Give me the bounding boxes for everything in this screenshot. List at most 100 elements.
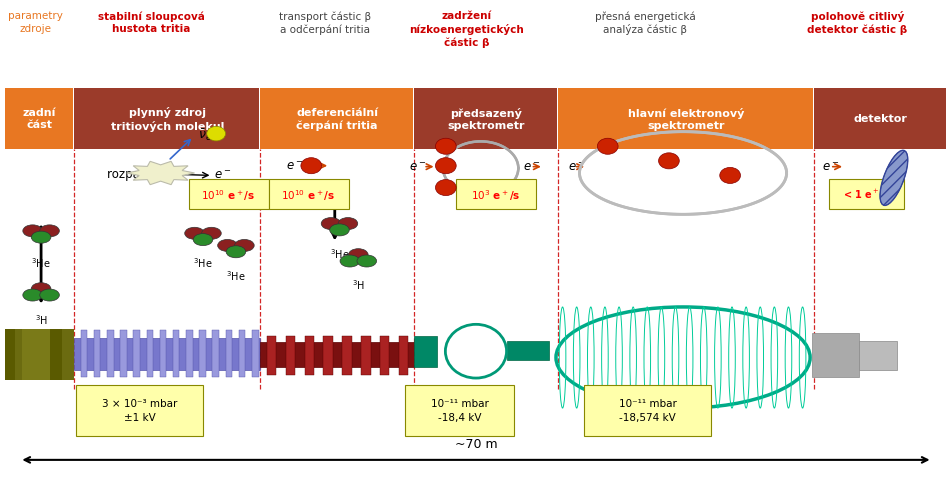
FancyBboxPatch shape	[380, 336, 390, 375]
FancyBboxPatch shape	[261, 89, 413, 149]
Ellipse shape	[40, 225, 60, 237]
Ellipse shape	[202, 228, 221, 240]
FancyBboxPatch shape	[239, 330, 246, 377]
FancyBboxPatch shape	[226, 330, 232, 377]
Text: $^3$He: $^3$He	[193, 256, 212, 270]
Ellipse shape	[340, 256, 359, 267]
FancyBboxPatch shape	[814, 89, 946, 149]
Text: $e^-$: $e^-$	[285, 160, 303, 173]
Ellipse shape	[321, 218, 340, 230]
Text: zadní
část: zadní část	[23, 108, 56, 130]
Text: $e^-$: $e^-$	[568, 161, 586, 174]
Text: plynný zdroj
tritiových molekul: plynný zdroj tritiových molekul	[111, 107, 224, 131]
FancyBboxPatch shape	[199, 330, 206, 377]
Text: polohově citlivý
detektor částic β: polohově citlivý detektor částic β	[807, 11, 907, 35]
Ellipse shape	[720, 168, 740, 184]
Ellipse shape	[23, 289, 43, 302]
FancyBboxPatch shape	[584, 385, 711, 436]
FancyBboxPatch shape	[22, 329, 50, 380]
FancyBboxPatch shape	[812, 333, 859, 377]
Text: hlavní elektronový
spektrometr: hlavní elektronový spektrometr	[628, 107, 744, 131]
FancyBboxPatch shape	[62, 329, 74, 380]
Ellipse shape	[207, 127, 226, 142]
Text: předsazený
spektrometr: předsazený spektrometr	[447, 107, 524, 131]
Text: < 1 e$^+$/s: < 1 e$^+$/s	[843, 188, 890, 202]
Text: rozpad β: rozpad β	[107, 168, 158, 181]
FancyBboxPatch shape	[81, 330, 87, 377]
FancyBboxPatch shape	[304, 336, 314, 375]
Text: $e^-$: $e^-$	[523, 161, 540, 174]
Ellipse shape	[23, 225, 43, 237]
Text: $^3$He: $^3$He	[227, 268, 246, 282]
Text: $^3$He: $^3$He	[330, 246, 349, 260]
Text: parametry
zdroje: parametry zdroje	[8, 11, 63, 34]
FancyBboxPatch shape	[507, 342, 550, 361]
FancyBboxPatch shape	[399, 336, 409, 375]
Text: stabilní sloupcová
hustota tritia: stabilní sloupcová hustota tritia	[98, 11, 205, 34]
FancyBboxPatch shape	[6, 329, 15, 380]
Text: 10⁻¹¹ mbar
-18,4 kV: 10⁻¹¹ mbar -18,4 kV	[430, 398, 488, 422]
Ellipse shape	[301, 159, 321, 174]
Ellipse shape	[338, 218, 357, 230]
FancyBboxPatch shape	[107, 330, 114, 377]
FancyBboxPatch shape	[94, 330, 100, 377]
Ellipse shape	[234, 240, 254, 252]
Text: zadržení
nízkoenergetických
částic β: zadržení nízkoenergetických částic β	[410, 11, 524, 48]
Text: $e^-$: $e^-$	[214, 168, 231, 181]
FancyBboxPatch shape	[252, 330, 259, 377]
FancyBboxPatch shape	[120, 330, 127, 377]
Ellipse shape	[357, 256, 376, 267]
FancyBboxPatch shape	[557, 89, 813, 149]
FancyBboxPatch shape	[859, 342, 897, 370]
FancyBboxPatch shape	[173, 330, 179, 377]
FancyBboxPatch shape	[212, 330, 219, 377]
Ellipse shape	[659, 154, 680, 169]
FancyBboxPatch shape	[50, 329, 62, 380]
FancyBboxPatch shape	[323, 336, 333, 375]
Ellipse shape	[227, 246, 246, 258]
Ellipse shape	[185, 228, 205, 240]
Text: $^3$H: $^3$H	[352, 278, 365, 292]
FancyBboxPatch shape	[285, 336, 295, 375]
Ellipse shape	[597, 139, 618, 155]
FancyBboxPatch shape	[6, 89, 73, 149]
Ellipse shape	[435, 159, 456, 174]
Ellipse shape	[31, 232, 51, 244]
FancyBboxPatch shape	[829, 180, 904, 210]
Ellipse shape	[193, 234, 212, 246]
Text: 10⁻¹¹ mbar
-18,574 kV: 10⁻¹¹ mbar -18,574 kV	[619, 398, 677, 422]
Text: detektor: detektor	[853, 114, 907, 124]
Text: $10^{10}$ e$^+$/s: $10^{10}$ e$^+$/s	[282, 187, 336, 203]
Text: $e^-$: $e^-$	[409, 161, 426, 174]
FancyBboxPatch shape	[74, 89, 260, 149]
FancyBboxPatch shape	[456, 180, 537, 210]
Ellipse shape	[218, 240, 237, 252]
FancyBboxPatch shape	[414, 336, 437, 368]
Text: $\bar{\nu}_e$: $\bar{\nu}_e$	[198, 127, 212, 142]
Text: $e^-$: $e^-$	[822, 161, 840, 174]
Text: přesná energetická
analýza částic β: přesná energetická analýza částic β	[595, 11, 696, 35]
FancyBboxPatch shape	[406, 385, 514, 436]
Ellipse shape	[880, 151, 908, 206]
Text: $10^{10}$ e$^+$/s: $10^{10}$ e$^+$/s	[201, 187, 256, 203]
Ellipse shape	[40, 289, 60, 302]
Text: 3 × 10⁻³ mbar
±1 kV: 3 × 10⁻³ mbar ±1 kV	[101, 398, 177, 422]
Text: $^3$H: $^3$H	[34, 313, 47, 326]
FancyBboxPatch shape	[269, 180, 349, 210]
Text: ~70 m: ~70 m	[455, 437, 498, 450]
FancyBboxPatch shape	[74, 339, 261, 370]
FancyBboxPatch shape	[414, 89, 556, 149]
FancyBboxPatch shape	[261, 343, 414, 368]
FancyBboxPatch shape	[186, 330, 192, 377]
FancyBboxPatch shape	[15, 329, 22, 380]
FancyBboxPatch shape	[342, 336, 352, 375]
FancyBboxPatch shape	[361, 336, 371, 375]
Ellipse shape	[349, 249, 368, 261]
FancyBboxPatch shape	[267, 336, 277, 375]
FancyBboxPatch shape	[147, 330, 153, 377]
Text: $10^3$ e$^+$/s: $10^3$ e$^+$/s	[471, 187, 520, 203]
Text: $^3$He: $^3$He	[31, 256, 51, 270]
Ellipse shape	[435, 139, 456, 155]
Text: deferenciální
čerpání tritia: deferenciální čerpání tritia	[296, 107, 378, 131]
FancyBboxPatch shape	[134, 330, 140, 377]
